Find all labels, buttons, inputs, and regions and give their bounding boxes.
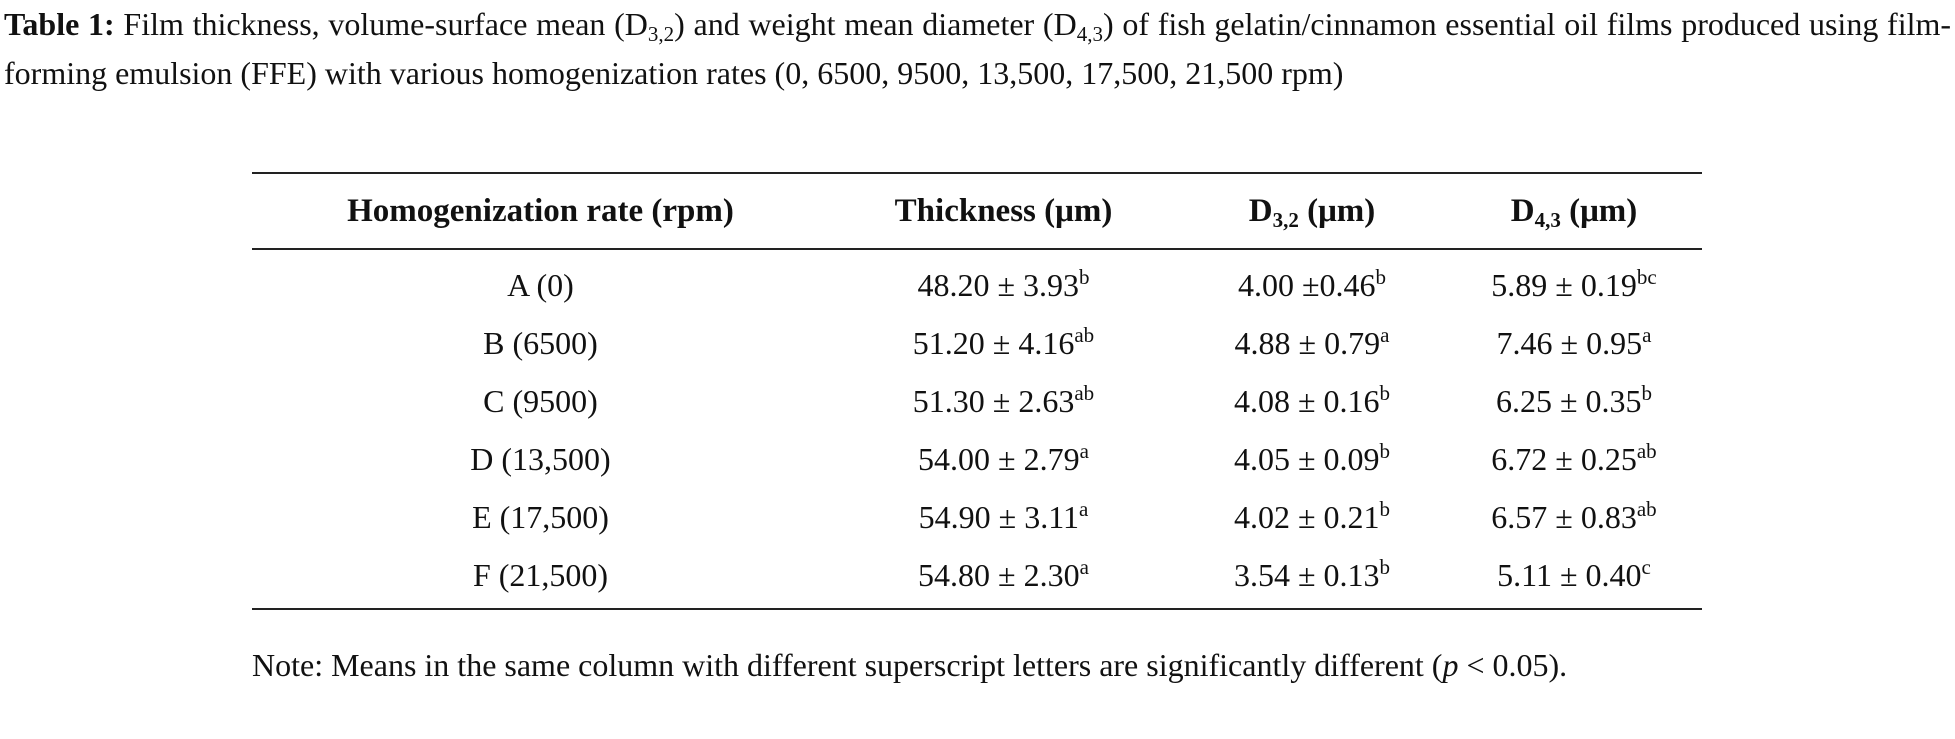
note-text: < 0.05). — [1458, 647, 1568, 683]
header-subscript: 4,3 — [1534, 207, 1561, 232]
cell-superscript: b — [1379, 438, 1391, 463]
cell-superscript: ab — [1074, 380, 1095, 405]
cell-value: 4.02 ± 0.21 — [1233, 498, 1380, 535]
cell-text: D (13,500) — [470, 440, 611, 477]
table-cell: 4.08 ± 0.16b — [1178, 372, 1446, 430]
header-cell: D4,3 (μm) — [1446, 172, 1702, 250]
header-cell: Homogenization rate (rpm) — [252, 172, 829, 250]
cell-superscript: ab — [1636, 438, 1657, 463]
caption-subscript: 4,3 — [1076, 22, 1103, 46]
table-cell: 6.57 ± 0.83ab — [1446, 488, 1702, 546]
table-row: E (17,500) 54.90 ± 3.11a 4.02 ± 0.21b 6.57 … — [252, 488, 1702, 546]
cell-superscript: b — [1641, 380, 1653, 405]
cell-value: 3.54 ± 0.13 — [1233, 556, 1380, 593]
caption-subscript: 3,2 — [647, 22, 675, 46]
cell-superscript: c — [1641, 554, 1651, 579]
cell-value: 51.30 ± 2.63 — [912, 382, 1075, 419]
cell-superscript: b — [1379, 380, 1391, 405]
table-cell: 54.00 ± 2.79a — [829, 430, 1178, 488]
cell-superscript: b — [1379, 496, 1391, 521]
table-row: B (6500) 51.20 ± 4.16ab 4.88 ± 0.79a 7.46 ±… — [252, 314, 1702, 372]
table-cell: 4.00 ±0.46b — [1178, 249, 1446, 314]
cell-value: 54.80 ± 2.30 — [918, 556, 1080, 593]
table-row: D (13,500) 54.00 ± 2.79a 4.05 ± 0.09b 6.72 … — [252, 430, 1702, 488]
header-subscript: 3,2 — [1272, 207, 1299, 232]
table-cell: A (0) — [252, 249, 829, 314]
cell-value: 4.88 ± 0.79 — [1234, 324, 1381, 361]
cell-superscript: a — [1642, 322, 1652, 347]
cell-superscript: a — [1380, 322, 1390, 347]
caption-label: Table 1: — [4, 6, 115, 42]
header-row: Homogenization rate (rpm) Thickness (μm) D… — [252, 172, 1702, 250]
table-body: A (0) 48.20 ± 3.93b 4.00 ±0.46b 5.89 ± 0.19… — [252, 249, 1702, 610]
cell-value: 5.89 ± 0.19 — [1491, 266, 1637, 303]
cell-value: 6.57 ± 0.83 — [1491, 498, 1637, 535]
header-text: D — [1510, 192, 1535, 229]
cell-value: 54.90 ± 3.11 — [918, 498, 1080, 535]
table-cell: 51.30 ± 2.63ab — [829, 372, 1178, 430]
cell-superscript: ab — [1636, 496, 1657, 521]
table-cell: C (9500) — [252, 372, 829, 430]
cell-superscript: b — [1079, 264, 1090, 289]
caption-text: Film thickness, volume-surface mean (D — [123, 6, 648, 42]
cell-value: 7.46 ± 0.95 — [1496, 324, 1643, 361]
table-cell: 4.88 ± 0.79a — [1178, 314, 1446, 372]
cell-text: C (9500) — [483, 382, 598, 419]
cell-superscript: a — [1079, 438, 1089, 463]
cell-text: F (21,500) — [472, 556, 609, 593]
table-cell: 4.05 ± 0.09b — [1178, 430, 1446, 488]
table-cell: D (13,500) — [252, 430, 829, 488]
data-table: Homogenization rate (rpm) Thickness (μm) D… — [252, 172, 1702, 610]
cell-value: 4.08 ± 0.16 — [1233, 382, 1380, 419]
table-row: F (21,500) 54.80 ± 2.30a 3.54 ± 0.13b 5.11 … — [252, 546, 1702, 610]
table-cell: 5.11 ± 0.40c — [1446, 546, 1702, 610]
cell-superscript: b — [1375, 264, 1387, 289]
cell-text: A (0) — [507, 266, 574, 303]
table-cell: 4.02 ± 0.21b — [1178, 488, 1446, 546]
header-text: Homogenization rate (rpm) — [347, 192, 734, 229]
cell-text: B (6500) — [483, 324, 598, 361]
cell-value: 6.72 ± 0.25 — [1491, 440, 1637, 477]
cell-superscript: b — [1379, 554, 1391, 579]
note-text: Note: Means in the same column with diff… — [252, 647, 1443, 683]
header-unit: (μm) — [1307, 192, 1376, 229]
table-note: Note: Means in the same column with diff… — [252, 640, 1697, 690]
note-italic: p — [1442, 647, 1459, 683]
header-unit: (μm) — [1569, 192, 1638, 229]
table-cell: 7.46 ± 0.95a — [1446, 314, 1702, 372]
cell-superscript: a — [1079, 554, 1089, 579]
cell-value: 51.20 ± 4.16 — [912, 324, 1075, 361]
cell-value: 4.00 ±0.46 — [1237, 266, 1376, 303]
caption-text: ) and weight mean diameter (D — [674, 6, 1077, 42]
cell-superscript: a — [1079, 496, 1089, 521]
table-cell: 6.25 ± 0.35b — [1446, 372, 1702, 430]
table-cell: 5.89 ± 0.19bc — [1446, 249, 1702, 314]
table-cell: 51.20 ± 4.16ab — [829, 314, 1178, 372]
header-cell: D3,2 (μm) — [1178, 172, 1446, 250]
header-text: Thickness (μm) — [894, 192, 1113, 229]
table-cell: 54.90 ± 3.11a — [829, 488, 1178, 546]
table-cell: 48.20 ± 3.93b — [829, 249, 1178, 314]
table-cell: 54.80 ± 2.30a — [829, 546, 1178, 610]
cell-superscript: ab — [1074, 322, 1095, 347]
table-cell: 6.72 ± 0.25ab — [1446, 430, 1702, 488]
table-cell: B (6500) — [252, 314, 829, 372]
cell-value: 6.25 ± 0.35 — [1495, 382, 1642, 419]
table-row: A (0) 48.20 ± 3.93b 4.00 ±0.46b 5.89 ± 0.19… — [252, 249, 1702, 314]
table-row: C (9500) 51.30 ± 2.63ab 4.08 ± 0.16b 6.25 ±… — [252, 372, 1702, 430]
table-cell: E (17,500) — [252, 488, 829, 546]
caption-text: ) of fish gelatin/cinnamon essential oil… — [4, 6, 1952, 91]
cell-value: 5.11 ± 0.40 — [1497, 556, 1642, 593]
table-cell: F (21,500) — [252, 546, 829, 610]
header-cell: Thickness (μm) — [829, 172, 1178, 250]
cell-value: 54.00 ± 2.79 — [918, 440, 1080, 477]
table-cell: 3.54 ± 0.13b — [1178, 546, 1446, 610]
cell-value: 48.20 ± 3.93 — [917, 266, 1080, 303]
cell-text: E (17,500) — [472, 498, 609, 535]
cell-value: 4.05 ± 0.09 — [1233, 440, 1380, 477]
cell-superscript: bc — [1636, 264, 1657, 289]
header-text: D — [1248, 192, 1273, 229]
table-caption: Table 1: Film thickness, volume-surface … — [4, 0, 1951, 98]
